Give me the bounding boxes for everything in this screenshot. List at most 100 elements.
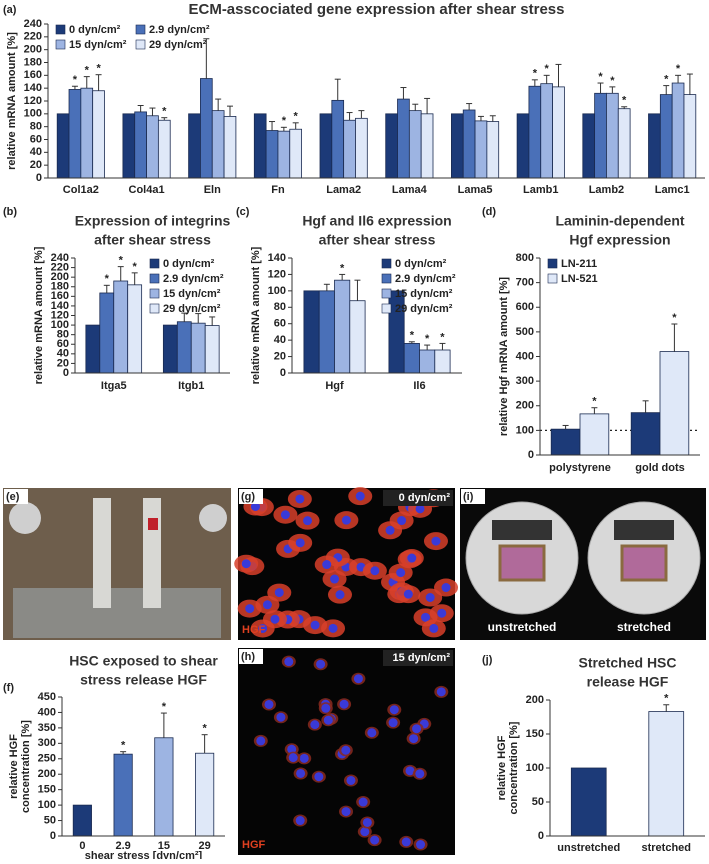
nucleus [415,769,425,779]
nucleus [287,744,297,754]
y-axis-label: relative mRNA amount [%] [6,32,18,170]
nucleus [310,720,320,730]
nucleus [346,775,356,785]
y-tick-label: 50 [532,796,544,808]
y-tick-label: 350 [38,722,56,734]
significance-mark: * [85,65,90,77]
photo-panel: (e) [3,488,231,640]
y-tick-label: 140 [24,82,42,94]
significance-mark: * [425,333,430,345]
panel-label: (c) [236,206,250,218]
y-axis-label: relative mRNA amount [%] [33,246,45,384]
bar [408,110,422,179]
legend-swatch [547,273,558,284]
bar [289,128,303,179]
bar [146,115,159,179]
bar [659,94,673,179]
bar [528,85,542,179]
y-tick-label: 120 [51,309,69,321]
nucleus [330,574,340,584]
chart-title: Stretched HSC [578,655,676,671]
y-tick-label: 60 [274,318,286,330]
y-tick-label: 400 [516,350,534,362]
bar [570,767,607,837]
panel-label: (g) [241,491,255,503]
nucleus [370,566,380,576]
bar [265,130,279,179]
y-tick-label: 60 [57,338,69,350]
legend-swatch [381,288,392,299]
bar [303,290,320,374]
legend-swatch [135,24,146,35]
nucleus [405,766,415,776]
bar [92,90,105,179]
y-axis-label: concentration [%] [20,720,32,813]
y-tick-label: 100 [268,285,286,297]
nucleus [316,659,326,669]
bar [331,99,345,179]
significance-mark: * [545,63,550,75]
y-tick-label: 220 [51,261,69,273]
legend-label: 15 dyn/cm² [69,39,127,51]
legend-label: 0 dyn/cm² [395,258,447,270]
bar [683,94,697,179]
bar [99,292,115,374]
legend-swatch [547,258,558,269]
bar [80,87,94,179]
panel-label: (h) [241,651,255,663]
legend-swatch [381,303,392,314]
chart-title: stress release HGF [80,672,207,688]
x-tick-label: Itga5 [101,380,127,392]
nucleus [321,703,331,713]
significance-mark: * [96,63,101,75]
label-box [383,650,453,666]
significance-mark: * [610,75,615,87]
y-tick-label: 600 [516,301,534,313]
significance-mark: * [622,95,627,107]
chamber [620,544,668,582]
nucleus [360,827,370,837]
y-tick-label: 300 [516,375,534,387]
bar [420,113,434,179]
panel-label: (d) [482,206,496,218]
y-tick-label: 100 [24,108,42,120]
device [492,520,552,540]
bar [450,113,464,179]
bar [516,113,530,179]
y-tick-label: 180 [51,281,69,293]
bar [648,711,685,837]
nucleus [250,502,260,512]
chart-title: ECM-asscociated gene expression after sh… [188,1,564,18]
bar [157,119,171,179]
nucleus [299,753,309,763]
bar [223,116,237,179]
chart-title: Expression of integrins [75,213,231,229]
label-box [4,489,28,504]
y-tick-label: 400 [38,706,56,718]
significance-mark: * [73,74,78,86]
x-tick-label: Lamb1 [523,184,558,196]
x-tick-label: Fn [271,184,285,196]
chart-title: release HGF [587,674,669,690]
photo-detail [9,502,41,534]
y-tick-label: 80 [30,121,42,133]
y-tick-label: 500 [516,326,534,338]
y-tick-label: 300 [38,737,56,749]
photo-caption: HGF [242,839,266,851]
x-tick-label: Lama2 [326,184,361,196]
chart-title: Hgf and Il6 expression [302,213,451,229]
legend-swatch [381,258,392,269]
nucleus [407,553,417,563]
legend-label: LN-211 [561,258,597,270]
legend-swatch [149,303,160,314]
significance-mark: * [410,330,415,342]
significance-mark: * [664,74,669,86]
bar [277,130,291,179]
nucleus [303,516,313,526]
y-tick-label: 80 [57,329,69,341]
legend-swatch [55,39,66,50]
bar [648,113,661,179]
y-tick-label: 50 [44,814,56,826]
nucleus [437,608,447,618]
